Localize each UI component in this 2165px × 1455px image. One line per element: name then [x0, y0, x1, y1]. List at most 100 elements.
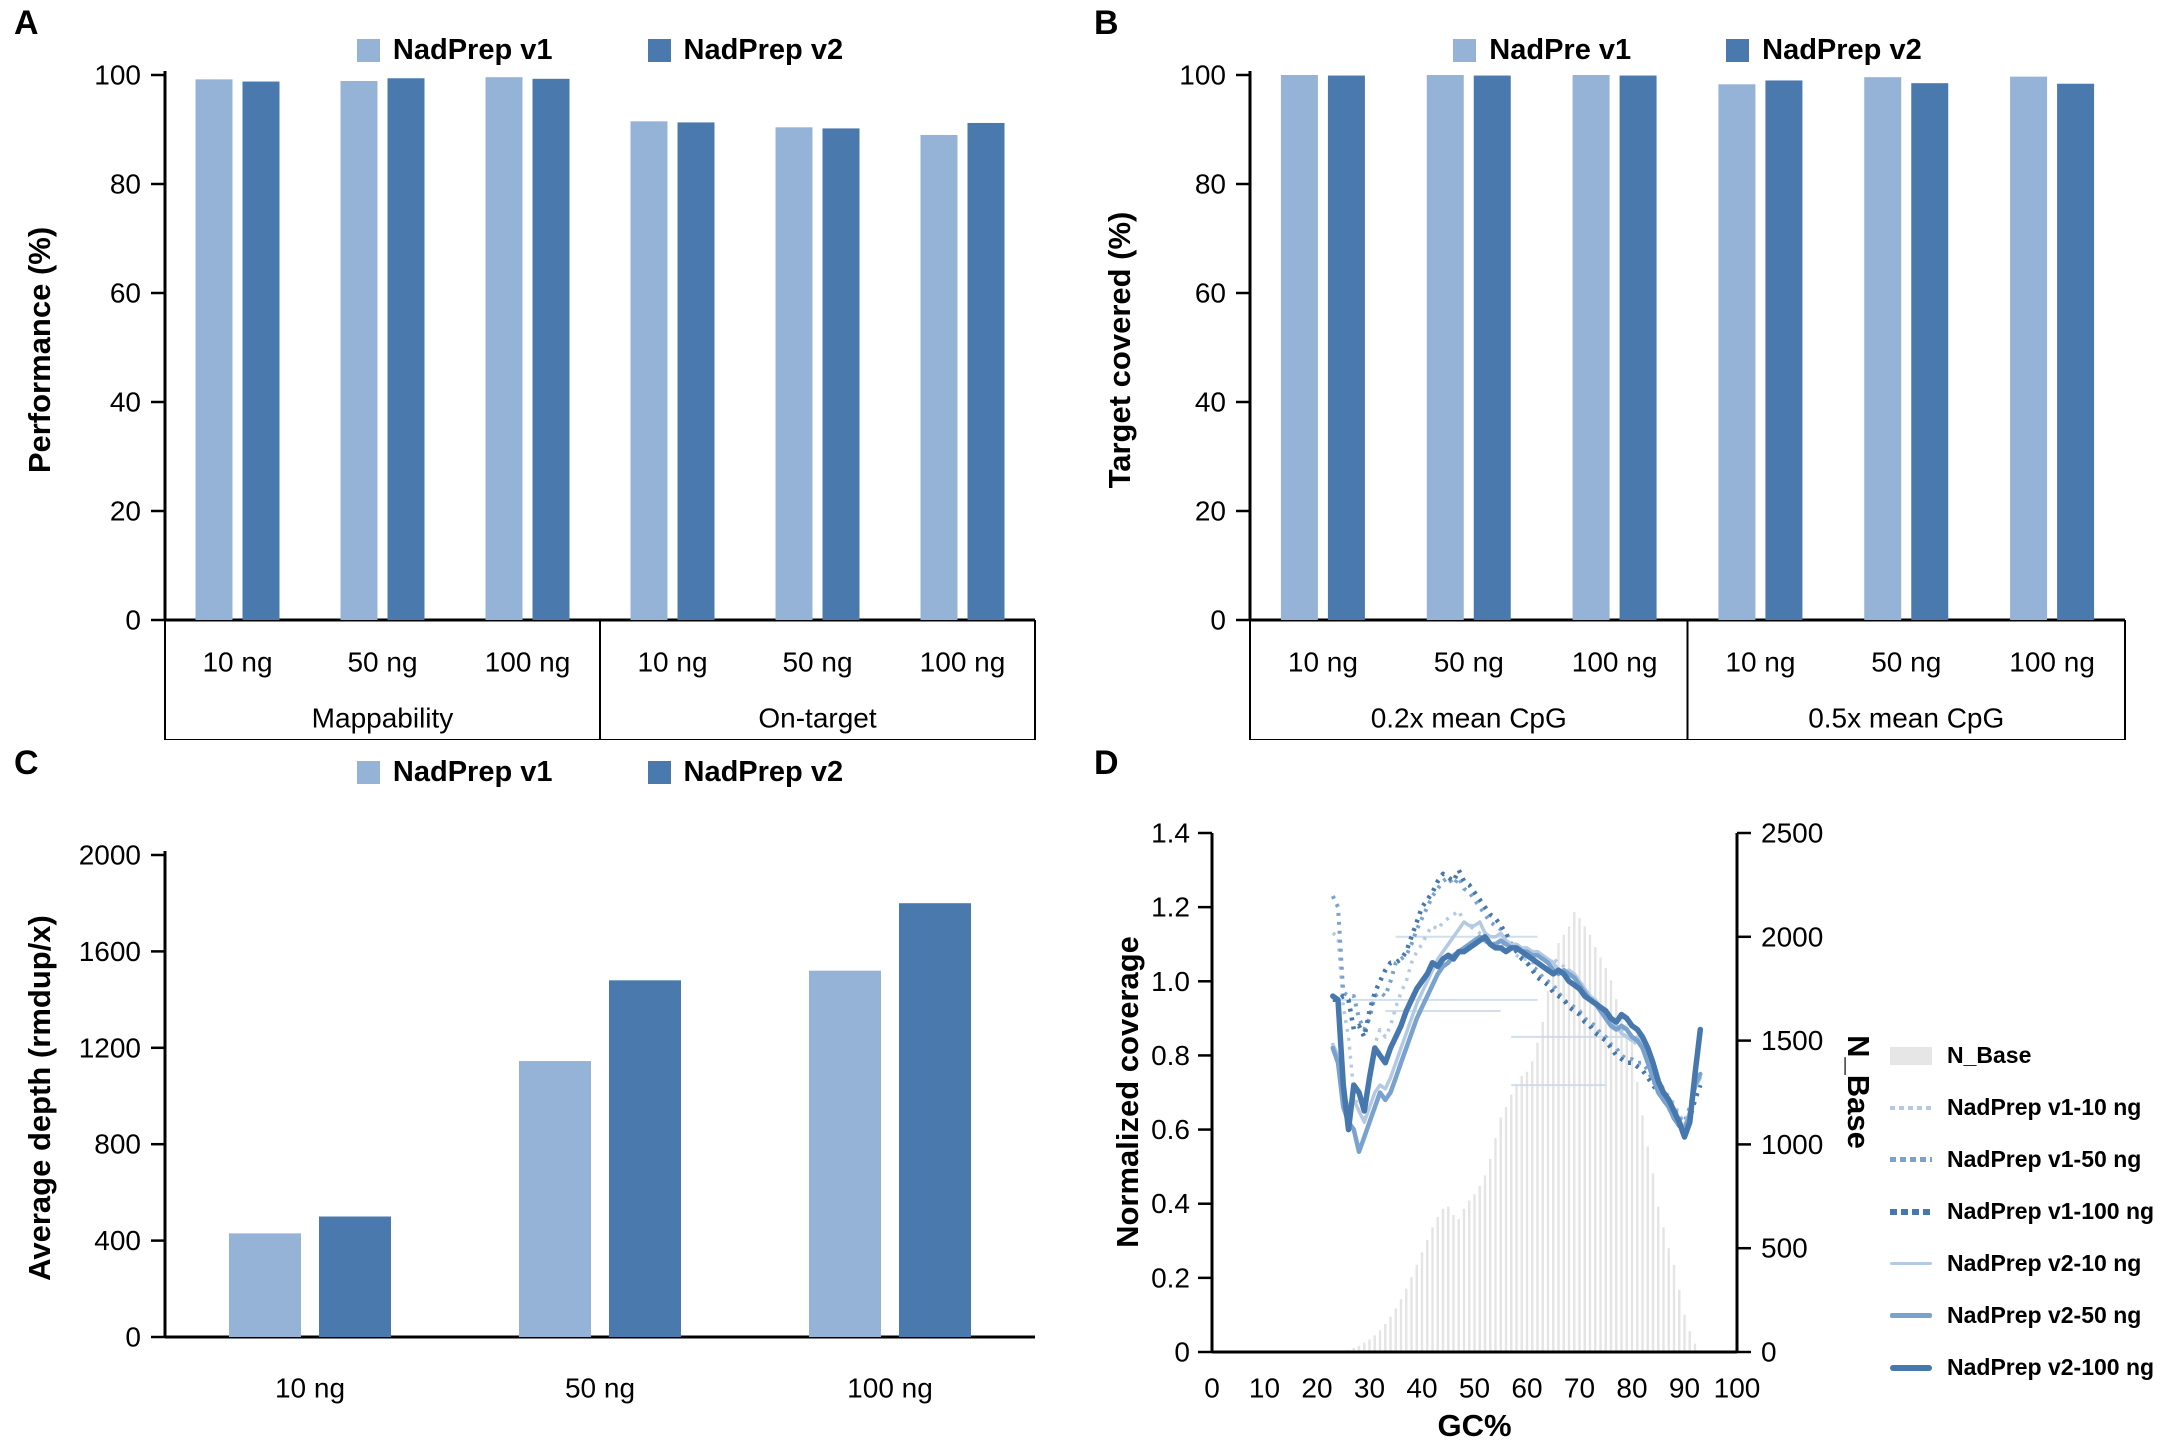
histogram-bar [1546, 990, 1550, 1352]
histogram-bar [1562, 934, 1565, 1352]
histogram-bar [1557, 943, 1560, 1352]
bar-nadprep-v1 [519, 1061, 591, 1337]
histogram-bar [1478, 1185, 1481, 1352]
tick-label: 50 ng [1871, 647, 1941, 678]
bar-nadpre-v1 [2010, 76, 2048, 620]
histogram-bar [1373, 1335, 1376, 1352]
legend-item: NadPrep v1 [356, 756, 553, 789]
tick-label: 100 ng [920, 647, 1006, 678]
tick-label: 400 [94, 1225, 141, 1256]
panel-b: B NadPre v1 NadPrep v2 Target covered (%… [1080, 0, 2165, 740]
histogram-bar [1420, 1252, 1424, 1352]
histogram-bar [1541, 1021, 1544, 1352]
legend-swatch-v2 [647, 39, 671, 62]
bar-nadprep-v1 [340, 80, 378, 621]
histogram-bar [1357, 1345, 1361, 1352]
histogram-bar [1378, 1330, 1382, 1352]
histogram-bar [1415, 1264, 1418, 1352]
tick-label: 100 ng [485, 647, 571, 678]
tick-label: 1200 [79, 1032, 141, 1063]
bar-nadprep-v2 [1327, 75, 1365, 621]
legend-item: NadPrep v2-100 ng [1890, 1354, 2154, 1381]
bar-nadprep-v2 [822, 128, 860, 620]
histogram-bar [1483, 1175, 1487, 1352]
histogram-bar [1683, 1314, 1686, 1352]
histogram-bar [1410, 1277, 1413, 1352]
tick-label: Mappability [312, 703, 454, 734]
tick-label: 60 [1195, 278, 1226, 309]
tick-label: 0 [125, 1322, 141, 1353]
tick-label: 1.4 [1151, 818, 1190, 849]
histogram-bar [1630, 1034, 1634, 1352]
panel-c: C NadPrep v1 NadPrep v2 Average depth (r… [0, 740, 1080, 1455]
bar-nadprep-v2 [532, 78, 570, 620]
legend-label: NadPrep v2-10 ng [1947, 1250, 2142, 1276]
tick-label: 1600 [79, 936, 141, 967]
tick-label: 0 [1174, 1337, 1190, 1368]
tick-label: 1.2 [1151, 892, 1190, 923]
bar-nadprep-v2 [1911, 83, 1949, 621]
tick-label: 1.0 [1151, 966, 1190, 997]
tick-label: 60 [1511, 1373, 1542, 1404]
tick-label: 10 ng [1725, 647, 1795, 678]
tick-label: On-target [758, 703, 876, 734]
tick-label: 0.2x mean CpG [1371, 703, 1567, 734]
tick-label: 100 [1179, 60, 1226, 91]
histogram-bar [1504, 1107, 1508, 1352]
legend-label: NadPrep v2 [683, 34, 844, 66]
bar-nadprep-v2 [242, 81, 280, 621]
panel-a-legend: NadPrep v1 NadPrep v2 [165, 34, 1035, 67]
legend-item: N_Base [1890, 1042, 2154, 1069]
histogram-bar [1473, 1194, 1476, 1352]
panel-d-chart: 00.20.40.60.81.01.21.4050010001500200025… [1151, 818, 1823, 1404]
tick-label: 50 ng [565, 1373, 635, 1404]
bar-nadprep-v2 [677, 122, 715, 620]
tick-label: 2000 [79, 840, 141, 871]
histogram-bar [1567, 926, 1571, 1352]
bar-nadprep-v2 [1619, 75, 1657, 621]
panel-a: A NadPrep v1 NadPrep v2 Performance (%) … [0, 0, 1080, 740]
bar-nadprep-v2 [319, 1216, 391, 1337]
legend-swatch-nbase [1890, 1046, 1932, 1065]
legend-item: NadPrep v2-50 ng [1890, 1302, 2154, 1329]
legend-swatch-v1-50 [1890, 1157, 1932, 1162]
tick-label: 1500 [1761, 1025, 1823, 1056]
histogram-bar [1399, 1299, 1403, 1352]
panel-d: D Normalized coverage N_Base GC% 0 0.2 0.4… [1080, 740, 2165, 1455]
tick-label: 40 [1195, 387, 1226, 418]
legend-item: NadPrep v2 [1726, 34, 1922, 67]
histogram-bar [1499, 1117, 1502, 1352]
bar-nadpre-v1 [1280, 75, 1318, 620]
histogram-bar [1426, 1239, 1429, 1352]
histogram-bar [1384, 1323, 1387, 1352]
tick-label: 40 [1406, 1373, 1437, 1404]
histogram-bar [1667, 1248, 1670, 1352]
panel-b-legend: NadPre v1 NadPrep v2 [1250, 34, 2125, 67]
legend-label: N_Base [1947, 1042, 2032, 1068]
legend-swatch-v1 [356, 761, 380, 784]
tick-label: 0.8 [1151, 1040, 1190, 1071]
histogram-bar [1494, 1138, 1497, 1352]
legend-item: NadPrep v1-10 ng [1890, 1094, 2154, 1121]
histogram-bar [1468, 1200, 1471, 1352]
legend-label: NadPrep v1-50 ng [1947, 1146, 2142, 1172]
bar-nadprep-v2 [1473, 75, 1511, 621]
legend-label: NadPrep v2 [1762, 34, 1922, 66]
panel-a-chart: 0 20 40 60 80 100 Mappability On-target 10 ng 50 … [94, 60, 1036, 740]
legend-label: NadPrep v1-100 ng [1947, 1198, 2155, 1224]
tick-label: 10 ng [275, 1373, 345, 1404]
bar-nadprep-v1 [195, 79, 233, 621]
legend-label: NadPrep v2-50 ng [1947, 1302, 2142, 1328]
panel-d-x-axis-title: GC% [1437, 1408, 1512, 1443]
histogram-bar [1604, 967, 1607, 1352]
legend-swatch-v1 [1453, 39, 1477, 62]
legend-swatch-v2-100 [1890, 1364, 1932, 1371]
bar-nadpre-v1 [1426, 75, 1464, 620]
tick-label: 0 [125, 605, 141, 636]
legend-swatch-v1-10 [1890, 1105, 1932, 1110]
histogram-bar [1636, 1082, 1639, 1352]
histogram-bar [1620, 1011, 1623, 1352]
bar-nadprep-v2 [2057, 83, 2095, 621]
legend-label: NadPrep v1 [392, 756, 553, 788]
histogram-bar [1457, 1219, 1460, 1352]
